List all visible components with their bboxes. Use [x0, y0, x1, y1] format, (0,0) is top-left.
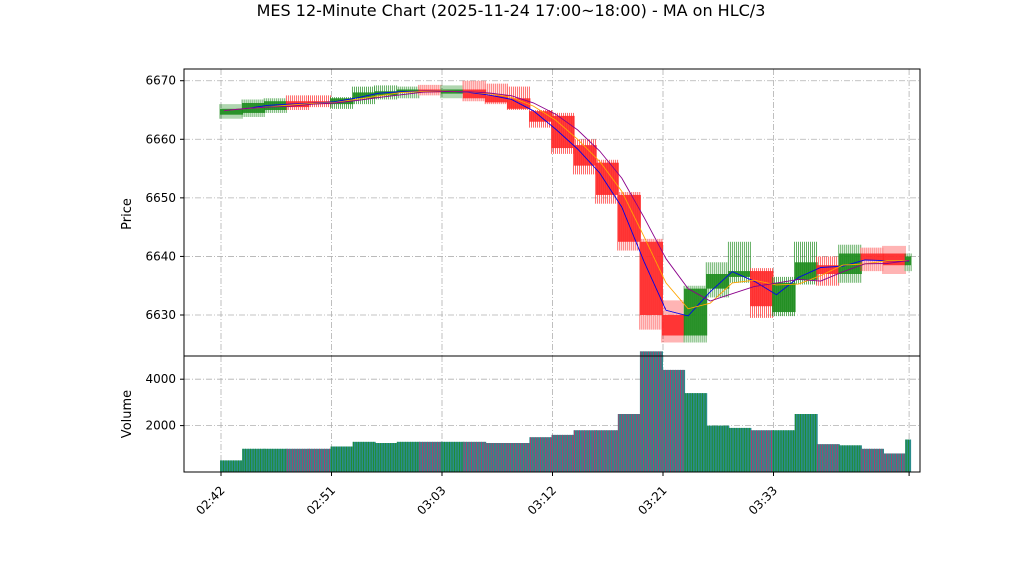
candle: [418, 84, 442, 96]
volume-bar: [551, 434, 575, 472]
volume-bar: [595, 430, 619, 472]
candle-body: [706, 274, 730, 289]
volume-bar-series: [220, 351, 912, 472]
candle-body: [816, 265, 840, 274]
volume-bar: [529, 437, 553, 472]
volume-bar: [264, 448, 288, 472]
price-y-tick-label: 6670: [145, 74, 176, 88]
candle-body: [352, 92, 376, 99]
candle-body: [396, 89, 420, 93]
ma-slow-line: [223, 90, 910, 302]
volume-bar: [728, 427, 752, 472]
candle: [661, 300, 686, 343]
candle: [683, 285, 708, 343]
candle: [750, 268, 774, 318]
candle-body: [485, 95, 509, 103]
candle: [285, 95, 310, 110]
volume-bar: [396, 441, 420, 472]
volume-bar: [860, 448, 884, 472]
x-axis: 02:42 02:51 03:03 03:12 03:21 03:33: [193, 472, 910, 518]
volume-bar-body: [220, 460, 244, 472]
candle-body: [264, 101, 288, 110]
volume-bar: [772, 430, 796, 472]
chart-title: MES 12-Minute Chart (2025-11-24 17:00~18…: [257, 1, 766, 20]
volume-bar: [485, 443, 509, 472]
volume-bar: [684, 393, 708, 472]
price-grid: [184, 69, 920, 356]
candle: [219, 104, 244, 119]
volume-bar: [816, 444, 840, 472]
volume-bar: [308, 448, 332, 472]
x-tick-label: 03:21: [635, 483, 669, 517]
volume-panel: 2000 4000 Volume: [120, 351, 921, 473]
volume-bar: [286, 448, 310, 472]
x-tick-label: 03:03: [414, 483, 448, 517]
x-tick-label: 03:33: [746, 483, 780, 517]
candle-body: [463, 89, 487, 99]
candle-body: [750, 271, 774, 307]
price-panel: 6630 6640 6650 6660 6670 Price: [120, 68, 921, 357]
x-tick-label: 02:42: [193, 483, 227, 517]
volume-bar: [750, 430, 774, 472]
volume-bar: [418, 441, 442, 472]
price-y-tick-label: 6640: [145, 249, 176, 263]
volume-bar-body: [905, 439, 912, 472]
volume-bar: [330, 446, 354, 472]
volume-bar: [639, 351, 663, 472]
candle-body: [794, 262, 818, 280]
volume-bar: [905, 439, 912, 472]
candle-body: [883, 253, 907, 266]
volume-bar: [573, 430, 597, 472]
candle-body: [684, 288, 708, 336]
candle-body: [617, 194, 641, 242]
volume-bar: [374, 443, 398, 472]
volume-bar: [463, 441, 487, 472]
x-tick-label: 02:51: [304, 483, 338, 517]
volume-bar: [441, 441, 465, 472]
volume-bar: [507, 443, 531, 472]
candle-body: [662, 315, 686, 336]
candle: [794, 241, 818, 285]
volume-y-tick-label: 4000: [145, 372, 176, 386]
price-y-ticks: 6630 6640 6650 6660 6670: [145, 74, 184, 322]
candle: [529, 110, 553, 128]
volume-bar: [662, 369, 686, 472]
x-tick-label: 03:12: [525, 483, 559, 517]
candle-body: [220, 108, 244, 115]
candle: [308, 95, 332, 108]
candle: [882, 245, 907, 274]
volume-y-ticks: 2000 4000: [145, 372, 184, 433]
volume-y-tick-label: 2000: [145, 419, 176, 433]
volume-y-axis-label: Volume: [120, 390, 135, 438]
volume-bar: [838, 445, 862, 472]
price-y-axis-label: Price: [120, 198, 135, 230]
candle-body: [860, 253, 884, 261]
candle-body: [374, 91, 398, 96]
volume-bar: [242, 448, 266, 472]
candle-body: [772, 282, 796, 313]
candle: [727, 241, 752, 283]
candle: [705, 262, 730, 298]
candle: [860, 247, 884, 272]
candle: [462, 80, 487, 102]
volume-bar: [794, 414, 818, 472]
candle-body: [728, 271, 752, 277]
price-y-tick-label: 6660: [145, 132, 176, 146]
candle: [617, 192, 641, 251]
price-y-tick-label: 6630: [145, 308, 176, 322]
volume-bar: [706, 425, 730, 472]
candle: [352, 86, 376, 105]
candle-body: [595, 162, 619, 195]
volume-bar: [220, 460, 244, 472]
moving-average-lines: [223, 90, 910, 317]
candlestick-series: [219, 80, 912, 343]
volume-bar: [617, 414, 641, 472]
volume-bar: [883, 453, 907, 472]
price-y-tick-label: 6650: [145, 191, 176, 205]
ma-mid-line: [223, 90, 910, 310]
volume-bar: [352, 441, 376, 472]
